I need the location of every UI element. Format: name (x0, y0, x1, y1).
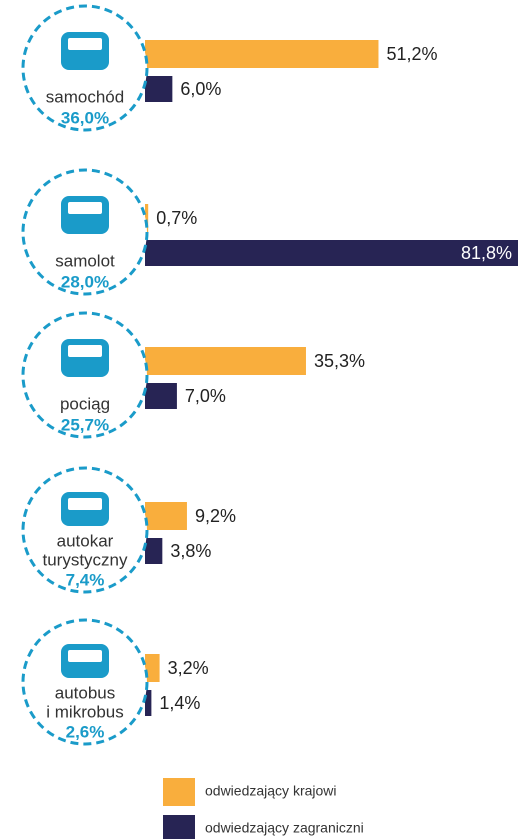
category-icon (61, 196, 109, 234)
value-label: 35,3% (314, 351, 365, 371)
legend-swatch (163, 815, 195, 839)
bar (145, 502, 187, 530)
bar (145, 654, 160, 682)
value-label: 0,7% (156, 208, 197, 228)
category-circle (21, 466, 149, 594)
icon-window (68, 498, 102, 510)
icon-window (68, 38, 102, 50)
icon-window (68, 345, 102, 357)
category-label: turystyczny (42, 550, 128, 569)
category-label: pociąg (60, 394, 110, 413)
bar (145, 538, 163, 564)
category-label: autokar (57, 531, 114, 550)
category-icon (61, 32, 109, 70)
category-icon (61, 339, 109, 377)
category-total: 7,4% (66, 570, 105, 589)
bar (145, 76, 173, 102)
category-total: 36,0% (61, 108, 109, 127)
value-label: 51,2% (386, 44, 437, 64)
value-label: 81,8% (461, 243, 512, 263)
category-total: 2,6% (66, 722, 105, 741)
category-circle (21, 618, 149, 746)
bar (145, 347, 306, 375)
icon-window (68, 202, 102, 214)
category-label: samolot (55, 251, 115, 270)
value-label: 1,4% (159, 693, 200, 713)
value-label: 7,0% (185, 386, 226, 406)
value-label: 6,0% (180, 79, 221, 99)
value-label: 9,2% (195, 506, 236, 526)
legend-swatch (163, 778, 195, 806)
legend-label: odwiedzający krajowi (205, 783, 337, 799)
bar (145, 40, 379, 68)
category-total: 28,0% (61, 272, 109, 291)
bar (145, 383, 177, 409)
category-label: samochód (46, 87, 124, 106)
category-label: autobus (55, 683, 116, 702)
bar (145, 690, 152, 716)
bar (145, 204, 149, 232)
bar (145, 240, 518, 266)
category-total: 25,7% (61, 415, 109, 434)
icon-window (68, 650, 102, 662)
value-label: 3,2% (168, 658, 209, 678)
category-label: i mikrobus (46, 702, 123, 721)
value-label: 3,8% (170, 541, 211, 561)
legend-label: odwiedzający zagraniczni (205, 820, 364, 836)
